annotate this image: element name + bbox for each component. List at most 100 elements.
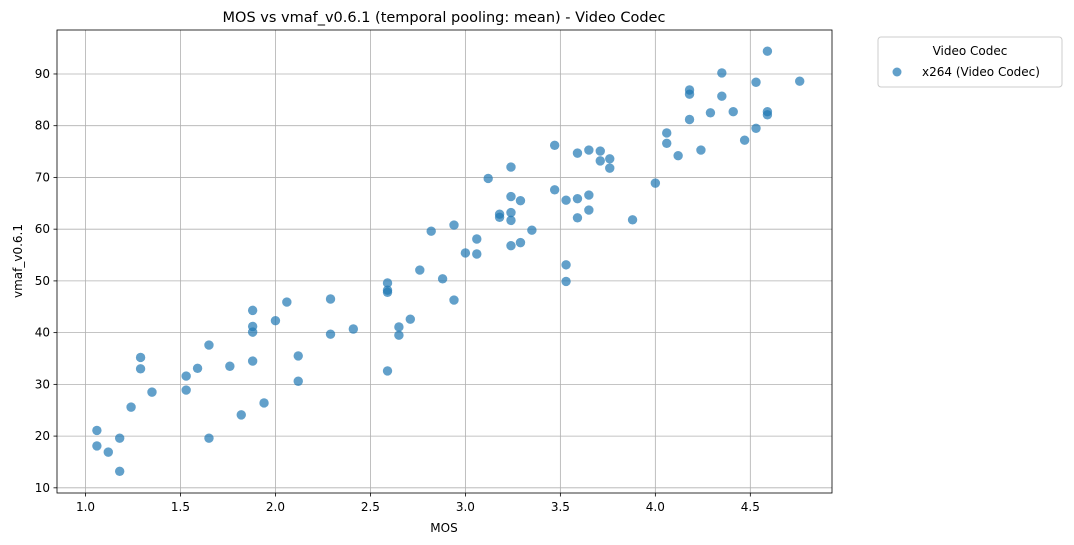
legend-marker [892, 67, 902, 77]
data-points [92, 46, 805, 476]
data-point [192, 363, 203, 374]
data-point [572, 193, 583, 204]
data-point [595, 156, 605, 166]
data-point [595, 146, 605, 156]
data-point [204, 340, 214, 350]
data-point [225, 361, 235, 371]
legend-box [877, 36, 1063, 88]
y-axis-label: vmaf_v0.6.1 [11, 224, 25, 298]
data-point [382, 366, 393, 376]
data-point [561, 195, 571, 205]
data-point [382, 287, 393, 297]
y-tick-label: 40 [35, 326, 50, 340]
data-point [662, 128, 672, 138]
data-point [515, 196, 526, 206]
data-point [728, 107, 738, 117]
data-point [247, 327, 258, 337]
data-point [325, 329, 336, 339]
data-point [114, 433, 125, 443]
x-tick-label: 4.5 [741, 500, 760, 514]
data-point [717, 91, 727, 101]
axis-ticks: 1.0 1.5 2.0 2.5 3.0 3.5 4.0 4.5 10 20 30 40 50 60 70 80… [35, 67, 760, 514]
data-point [204, 433, 214, 443]
x-tick-label: 4.0 [646, 500, 665, 514]
data-point [382, 278, 393, 288]
data-point [181, 371, 191, 381]
data-point [662, 138, 672, 148]
data-point [415, 265, 425, 275]
data-point [325, 294, 336, 304]
data-point [426, 226, 436, 236]
data-point [293, 376, 303, 386]
y-tick-label: 50 [35, 274, 50, 288]
data-point [696, 145, 706, 155]
data-point [114, 466, 125, 476]
data-point [762, 110, 773, 120]
data-point [181, 385, 191, 395]
legend-entry-label: x264 (Video Codec) [922, 65, 1040, 79]
data-point [483, 173, 493, 184]
data-point [584, 205, 594, 215]
data-point [247, 305, 258, 316]
data-point [684, 114, 695, 125]
y-tick-label: 70 [35, 170, 50, 184]
data-point [92, 425, 102, 436]
data-point [605, 163, 615, 173]
data-point [293, 351, 303, 361]
data-point [572, 213, 583, 223]
x-tick-label: 3.5 [551, 500, 570, 514]
y-tick-label: 20 [35, 429, 50, 443]
data-point [472, 234, 482, 244]
data-point [472, 249, 482, 259]
data-point [506, 215, 516, 226]
data-point [584, 145, 594, 155]
data-point [605, 154, 615, 164]
x-tick-label: 3.0 [456, 500, 475, 514]
data-point [270, 316, 281, 326]
data-point [449, 295, 459, 305]
data-point [147, 387, 157, 397]
data-point [92, 441, 102, 451]
data-point [549, 185, 560, 195]
data-point [506, 241, 516, 251]
data-point [449, 220, 459, 230]
data-point [627, 215, 638, 225]
data-point [460, 248, 471, 258]
data-point [527, 225, 537, 235]
data-point [247, 356, 258, 366]
x-tick-label: 2.0 [266, 500, 285, 514]
data-point [584, 190, 594, 200]
data-point [394, 330, 404, 340]
data-point [739, 135, 750, 145]
data-point [673, 151, 683, 161]
data-point [394, 322, 404, 332]
data-point [126, 402, 136, 412]
y-tick-label: 30 [35, 377, 50, 391]
grid [57, 30, 832, 493]
data-point [549, 140, 560, 151]
data-point [135, 352, 146, 363]
data-point [762, 46, 773, 56]
plot-frame [56, 29, 833, 494]
data-point [282, 297, 292, 307]
data-point [795, 76, 805, 86]
y-tick-label: 10 [35, 481, 50, 495]
data-point [506, 207, 516, 218]
chart-title: MOS vs vmaf_v0.6.1 (temporal pooling: me… [223, 10, 666, 26]
data-point [506, 191, 516, 202]
data-point [437, 274, 448, 284]
data-point [561, 276, 571, 287]
legend-title: Video Codec [933, 44, 1008, 58]
data-point [494, 212, 505, 222]
x-axis-label: MOS [430, 521, 457, 535]
x-tick-label: 2.5 [361, 500, 380, 514]
x-tick-label: 1.0 [76, 500, 95, 514]
data-point [405, 314, 416, 324]
data-point [515, 237, 526, 248]
data-point [103, 447, 113, 457]
data-point [348, 324, 359, 334]
data-point [650, 178, 661, 188]
y-tick-label: 60 [35, 222, 50, 236]
data-point [572, 148, 583, 158]
